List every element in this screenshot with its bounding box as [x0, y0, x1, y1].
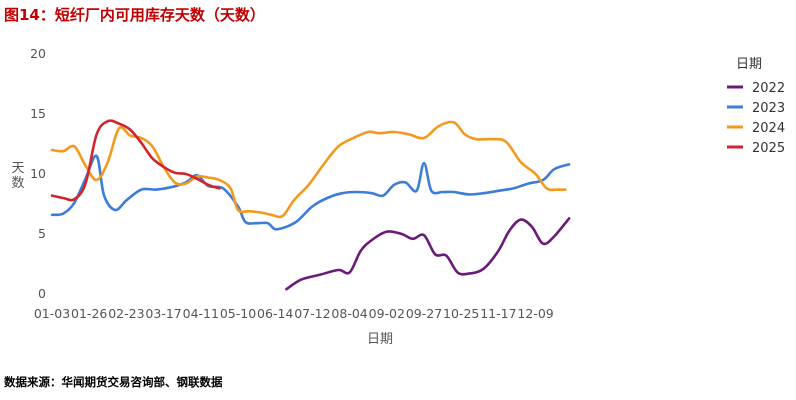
series-line-2022	[285, 217, 571, 291]
legend-label-2023: 2023	[752, 101, 785, 116]
x-tick-label: 07-12	[294, 306, 330, 321]
y-axis-label-char: 数	[11, 176, 24, 191]
x-tick-label: 08-04	[331, 306, 367, 321]
y-axis-label-char: 天	[11, 161, 24, 176]
x-axis-label: 日期	[367, 332, 393, 347]
legend-title: 日期	[736, 57, 762, 72]
y-tick-label: 15	[30, 106, 46, 121]
x-tick-label: 01-03	[34, 306, 70, 321]
y-axis-ticks: 0 5 10 15 20	[30, 46, 46, 301]
y-tick-label: 5	[38, 226, 46, 241]
y-axis-label: 天数	[11, 161, 24, 191]
series-line-2024	[50, 120, 567, 219]
figure-title: 图14：短纤厂内可用库存天数（天数）	[4, 6, 265, 24]
legend: 日期 2022 2023 2024 2025	[727, 57, 785, 156]
x-tick-label: 05-10	[220, 306, 256, 321]
y-tick-label: 20	[30, 46, 46, 61]
x-tick-label: 06-14	[257, 306, 293, 321]
x-tick-label: 11-17	[480, 306, 516, 321]
x-tick-label: 04-11	[183, 306, 219, 321]
series-line-2025	[50, 119, 221, 202]
data-source-note: 数据来源：华闻期货交易咨询部、钢联数据	[4, 375, 223, 389]
y-tick-label: 10	[30, 166, 46, 181]
x-tick-label: 03-17	[145, 306, 181, 321]
legend-label-2025: 2025	[752, 141, 785, 156]
x-tick-label: 12-09	[517, 306, 553, 321]
y-tick-label: 0	[38, 286, 46, 301]
x-tick-label: 09-27	[406, 306, 442, 321]
x-tick-label: 02-23	[108, 306, 144, 321]
legend-label-2024: 2024	[752, 121, 785, 136]
x-tick-label: 01-26	[71, 306, 107, 321]
x-axis-ticks: 01-03 01-26 02-23 03-17 04-11 05-10 06-14 07-12…	[34, 306, 554, 321]
x-tick-label: 10-25	[443, 306, 479, 321]
x-tick-label: 09-02	[369, 306, 405, 321]
series-lines	[50, 119, 571, 291]
legend-label-2022: 2022	[752, 81, 785, 96]
series-line-2023	[50, 154, 571, 231]
